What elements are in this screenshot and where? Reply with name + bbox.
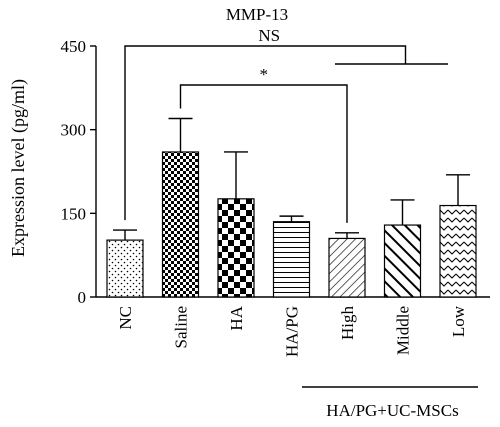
bar-middle (383, 224, 422, 298)
significance-brackets: NS * (124, 26, 448, 223)
bar-ha-pg (272, 221, 311, 298)
ns-label: NS (258, 26, 280, 45)
x-tick-label: Middle (394, 306, 413, 355)
x-tick-label: High (338, 306, 357, 341)
y-tick-label: 450 (61, 37, 87, 56)
error-bars (113, 117, 470, 241)
bar-nc (106, 239, 144, 298)
star-bracket (179, 84, 348, 223)
bars (106, 151, 477, 298)
x-tick-label: NC (116, 306, 135, 330)
significance-star: * (260, 65, 269, 84)
y-tick-label: 150 (61, 204, 87, 223)
group-label-text: HA/PG+UC-MSCs (326, 401, 458, 420)
y-tick-label: 0 (78, 288, 87, 307)
y-ticks: 0 150 300 450 (61, 37, 96, 307)
x-tick-labels: NC Saline HA HA/PG High Middle Low (116, 305, 468, 357)
x-tick-label: HA (227, 305, 246, 330)
x-tick-label: Low (449, 305, 468, 337)
y-axis-label: Expression level (pg/ml) (8, 79, 29, 257)
ns-bracket (124, 45, 407, 221)
bar-ha (217, 198, 255, 298)
group-label: HA/PG+UC-MSCs (302, 386, 478, 420)
chart-title: MMP-13 (226, 5, 288, 24)
x-tick-label: HA/PG (283, 306, 302, 357)
y-tick-label: 300 (61, 121, 87, 140)
bar-saline (161, 151, 200, 298)
bar-low (439, 204, 477, 298)
x-tick-label: Saline (172, 306, 191, 349)
bar-high (328, 237, 366, 298)
